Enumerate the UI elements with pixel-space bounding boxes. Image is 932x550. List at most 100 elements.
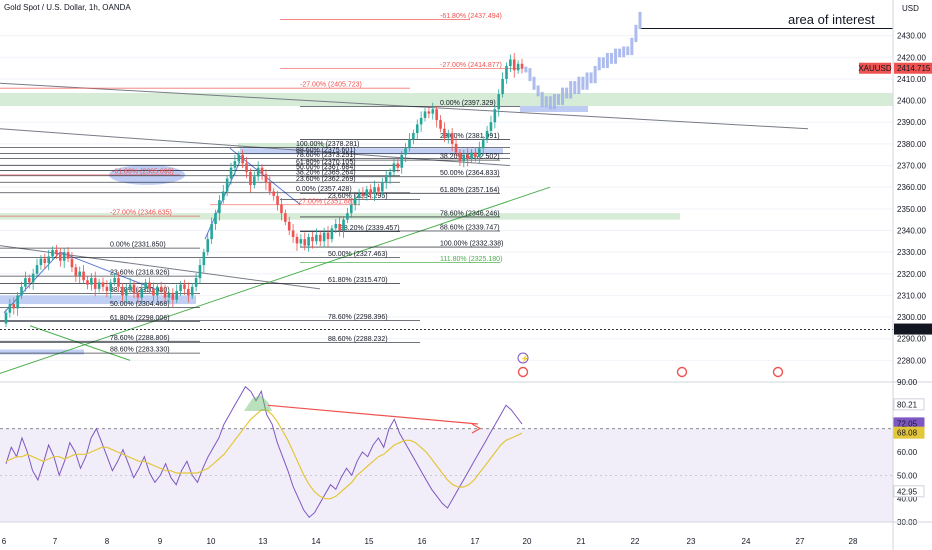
rsi-tick-label: 40.00 bbox=[897, 495, 918, 504]
candle-body bbox=[369, 189, 372, 194]
candle-body bbox=[55, 249, 58, 255]
candle-body bbox=[245, 163, 248, 173]
lightning-icon[interactable] bbox=[517, 352, 529, 364]
price-tick-label: 2400.00 bbox=[897, 97, 926, 106]
candle-body bbox=[225, 178, 229, 192]
candle-body bbox=[62, 252, 66, 261]
candle-body bbox=[152, 288, 155, 296]
forecast-candle bbox=[544, 96, 548, 108]
candle-body bbox=[70, 258, 74, 268]
candle-body bbox=[24, 278, 27, 287]
fib-level-label: 0.00% (2397.329) bbox=[440, 100, 496, 107]
price-tick-label: 2320.00 bbox=[897, 270, 926, 279]
rsi-tick-label: 50.00 bbox=[897, 471, 918, 480]
price-tick-label: 2360.00 bbox=[897, 183, 926, 192]
candle-body bbox=[412, 133, 415, 140]
rsi-line bbox=[5, 385, 523, 519]
fib-level-label: 78.60% (2288.806) bbox=[110, 335, 170, 342]
candle-body bbox=[175, 291, 179, 300]
fib-level-label: -27.00% (2351.88) bbox=[296, 198, 354, 205]
rsi-value-tag[interactable] bbox=[893, 485, 925, 498]
candle-body bbox=[516, 63, 520, 71]
candle-body bbox=[132, 284, 136, 294]
candle-body bbox=[86, 280, 89, 285]
candle-body bbox=[307, 236, 310, 246]
candle-body bbox=[156, 286, 159, 296]
rsi-value-label: 68.08 bbox=[897, 429, 918, 438]
forecast-candle bbox=[581, 76, 585, 90]
forecast-candle bbox=[552, 94, 556, 110]
fib-levels-layer: -61.80% (2437.494) -27.00% (2414.877) -27.… bbox=[0, 13, 893, 354]
candle-body bbox=[276, 195, 279, 205]
candle-body bbox=[105, 286, 109, 292]
symbol-tag[interactable] bbox=[859, 62, 891, 74]
rsi-value-tag[interactable] bbox=[893, 426, 925, 439]
candle-body bbox=[144, 282, 147, 289]
candle-body bbox=[66, 252, 70, 259]
candle-body bbox=[330, 228, 334, 240]
divergence-arrow bbox=[267, 404, 479, 425]
candle-body bbox=[497, 94, 501, 110]
time-tick-label: 28 bbox=[849, 537, 858, 546]
price-tick-label: 2310.00 bbox=[897, 291, 926, 300]
currency-label[interactable]: USD bbox=[902, 4, 919, 13]
candle-body bbox=[346, 213, 349, 220]
forecast-candle bbox=[614, 48, 618, 64]
candle-body bbox=[400, 154, 404, 168]
time-tick-label: 21 bbox=[577, 537, 586, 546]
fib-level-label: 61.80% (2315.470) bbox=[328, 277, 388, 284]
candle-body bbox=[373, 187, 376, 194]
candle-body bbox=[342, 219, 345, 231]
candle-body bbox=[462, 154, 466, 162]
time-tick-label: 9 bbox=[158, 537, 163, 546]
candle-body bbox=[82, 271, 85, 281]
price-tick-label: 2340.00 bbox=[897, 226, 926, 235]
candle-body bbox=[501, 78, 504, 95]
fib-level-label: -27.00% (2346.635) bbox=[110, 210, 172, 217]
fib-level-label: 88.60% (2288.232) bbox=[328, 336, 388, 343]
forecast-candle bbox=[528, 68, 532, 82]
time-tick-label: 13 bbox=[259, 537, 268, 546]
fib-level-label: 23.60% (2318.926) bbox=[110, 270, 170, 277]
candle-body bbox=[117, 278, 120, 287]
candle-body bbox=[198, 265, 202, 279]
candle-body bbox=[474, 152, 477, 157]
us-flag-icon[interactable] bbox=[772, 366, 784, 378]
fib-level-label: -61.80% (2437.494) bbox=[440, 13, 502, 20]
candle-body bbox=[338, 223, 341, 231]
fib-level-label: 50.00% (2367.684) bbox=[296, 164, 356, 171]
divergence-arrow-head bbox=[471, 423, 482, 434]
fib-level-label: 0.00% (2357.428) bbox=[296, 186, 352, 193]
time-axis[interactable]: 6 7 8 9 10 13 14 15 16 17 20 21 22 23 24 27 28 bbox=[0, 521, 932, 546]
rsi-value-label: 80.21 bbox=[897, 400, 918, 409]
price-tick-label: 2350.00 bbox=[897, 205, 926, 214]
candle-body bbox=[520, 63, 524, 69]
candle-body bbox=[167, 293, 171, 298]
fib-level-label: 50.00% (2364.833) bbox=[440, 170, 500, 177]
us-flag-icon[interactable] bbox=[517, 366, 529, 378]
fib-level-label: 61.80% (2357.164) bbox=[440, 187, 500, 194]
fib-level-label: 23.60% (2362.269) bbox=[296, 176, 356, 183]
rsi-panel bbox=[0, 385, 893, 523]
us-flag-icon[interactable] bbox=[676, 366, 688, 378]
rsi-value-tag[interactable] bbox=[893, 398, 925, 411]
price-tag[interactable] bbox=[894, 62, 932, 74]
forecast-candle bbox=[638, 11, 642, 30]
forecast-candle bbox=[597, 57, 601, 71]
blue-zone-1 bbox=[240, 148, 503, 155]
currency-box[interactable] bbox=[894, 2, 922, 14]
price-tick-label: 2410.00 bbox=[897, 75, 926, 84]
fib-level-label: 100.00% (2332.338) bbox=[440, 241, 503, 248]
candle-body bbox=[478, 148, 481, 157]
price-tag-label: 2414.715 bbox=[897, 64, 931, 73]
candle-body bbox=[287, 221, 291, 231]
candle-body bbox=[423, 111, 427, 118]
candle-body bbox=[233, 161, 237, 168]
price-tag[interactable] bbox=[894, 323, 932, 335]
fib-level-label: -27.00% (2405.723) bbox=[300, 82, 362, 89]
trend-line bbox=[0, 128, 511, 167]
time-tick-label: 8 bbox=[105, 537, 110, 546]
candle-body bbox=[51, 249, 54, 257]
candles-layer bbox=[4, 52, 524, 328]
